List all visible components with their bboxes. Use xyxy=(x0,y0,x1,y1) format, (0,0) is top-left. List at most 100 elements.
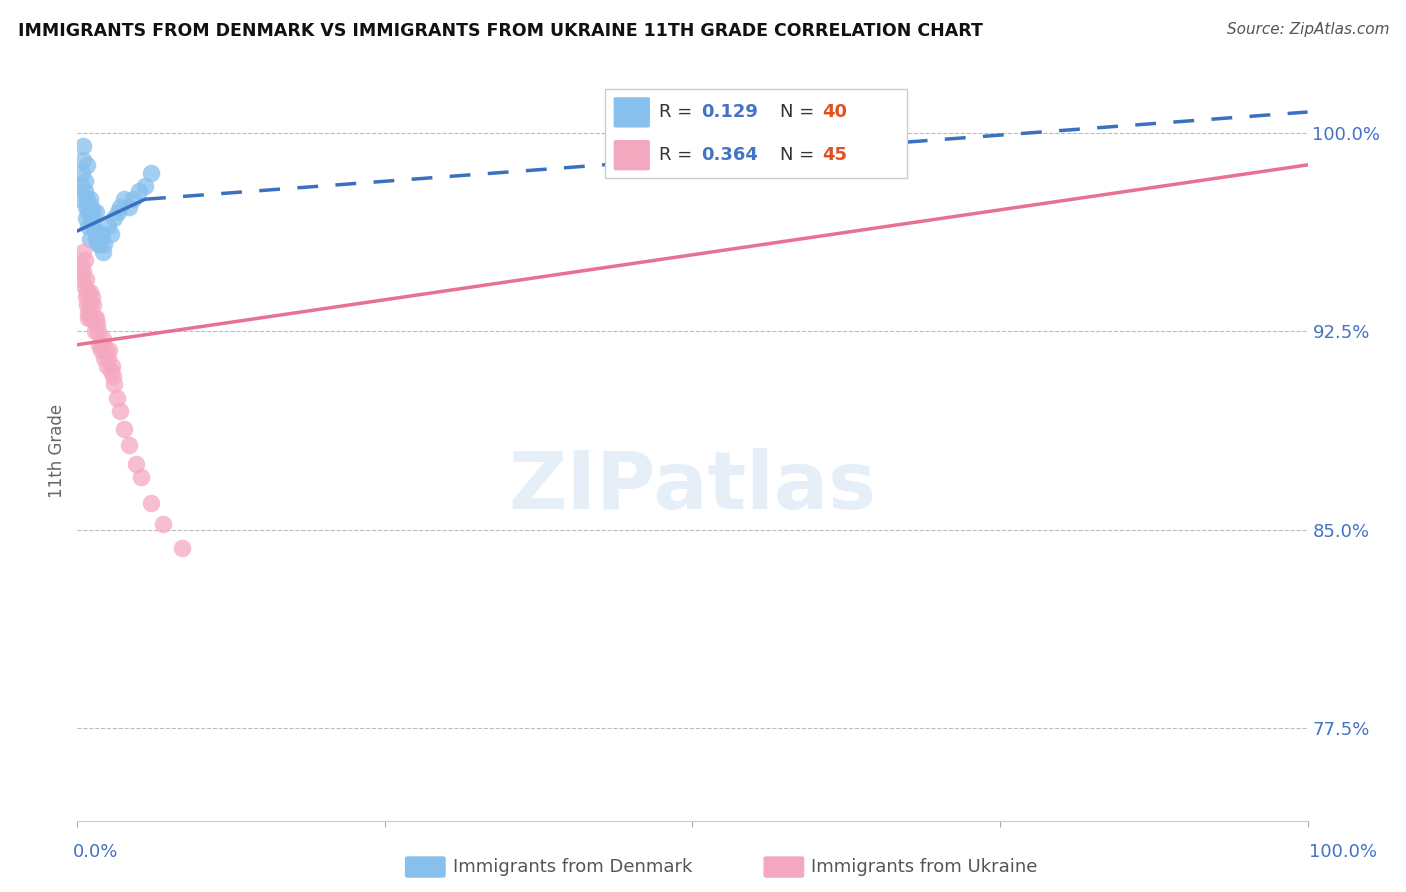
Point xyxy=(84,311,107,326)
Point xyxy=(170,541,193,556)
Point xyxy=(75,211,97,225)
Text: ZIPatlas: ZIPatlas xyxy=(509,449,876,526)
Point xyxy=(83,311,105,326)
Point xyxy=(93,237,115,252)
Point xyxy=(90,337,114,351)
Point xyxy=(77,219,100,233)
Text: 0.129: 0.129 xyxy=(702,103,758,121)
Point xyxy=(141,166,163,180)
Point xyxy=(89,337,111,351)
Point xyxy=(91,333,114,347)
Point xyxy=(87,325,110,339)
Point xyxy=(82,219,104,233)
Point xyxy=(83,325,105,339)
Point xyxy=(89,237,111,252)
Point xyxy=(100,364,122,378)
Point xyxy=(73,279,96,293)
Point xyxy=(76,158,98,172)
Point xyxy=(79,232,101,246)
Point xyxy=(97,351,120,365)
Text: 100.0%: 100.0% xyxy=(1309,843,1376,861)
Point xyxy=(82,211,104,225)
Point xyxy=(73,253,96,268)
Point xyxy=(125,457,148,471)
Text: N =: N = xyxy=(780,146,820,164)
Point xyxy=(103,211,125,225)
Point xyxy=(86,317,108,331)
Point xyxy=(70,271,93,285)
Point xyxy=(107,205,129,219)
Point xyxy=(90,343,112,357)
Point xyxy=(121,192,143,206)
FancyBboxPatch shape xyxy=(613,140,650,170)
Text: 0.364: 0.364 xyxy=(702,146,758,164)
Point xyxy=(101,369,124,384)
Point xyxy=(77,311,100,326)
Point xyxy=(72,263,94,277)
Point xyxy=(90,232,112,246)
Point xyxy=(82,290,104,304)
Point xyxy=(79,298,101,312)
Point xyxy=(118,200,141,214)
Point xyxy=(112,422,135,436)
Point xyxy=(70,179,93,194)
Point xyxy=(70,192,93,206)
Point xyxy=(105,391,128,405)
Point xyxy=(73,185,96,199)
Point xyxy=(77,205,100,219)
Text: 45: 45 xyxy=(823,146,848,164)
Point xyxy=(90,227,114,241)
Point xyxy=(84,205,107,219)
Point xyxy=(72,153,94,167)
Point xyxy=(100,227,122,241)
Text: R =: R = xyxy=(659,103,697,121)
Y-axis label: 11th Grade: 11th Grade xyxy=(48,403,66,498)
Point xyxy=(75,271,97,285)
Point xyxy=(110,200,132,214)
Point xyxy=(141,496,163,510)
Point xyxy=(72,139,94,153)
Text: Immigrants from Denmark: Immigrants from Denmark xyxy=(453,858,692,876)
Point xyxy=(97,219,120,233)
Point xyxy=(72,245,94,260)
Point xyxy=(76,298,98,312)
Point xyxy=(76,285,98,299)
Point xyxy=(79,192,101,206)
Point xyxy=(103,377,125,392)
Point xyxy=(118,438,141,452)
Point xyxy=(73,174,96,188)
Text: 0.0%: 0.0% xyxy=(73,843,118,861)
Point xyxy=(101,359,124,373)
Point xyxy=(830,126,852,140)
Point xyxy=(87,237,110,252)
Point xyxy=(96,359,118,373)
Point xyxy=(129,470,153,484)
Point xyxy=(82,205,104,219)
Text: Immigrants from Ukraine: Immigrants from Ukraine xyxy=(811,858,1038,876)
Point xyxy=(82,298,104,312)
Text: R =: R = xyxy=(659,146,697,164)
Point xyxy=(70,166,93,180)
FancyBboxPatch shape xyxy=(613,97,650,128)
Point xyxy=(94,343,117,357)
Point xyxy=(91,245,114,260)
Point xyxy=(112,192,135,206)
Point xyxy=(79,285,101,299)
Text: Source: ZipAtlas.com: Source: ZipAtlas.com xyxy=(1226,22,1389,37)
Text: IMMIGRANTS FROM DENMARK VS IMMIGRANTS FROM UKRAINE 11TH GRADE CORRELATION CHART: IMMIGRANTS FROM DENMARK VS IMMIGRANTS FR… xyxy=(18,22,983,40)
Text: 40: 40 xyxy=(823,103,848,121)
Point xyxy=(93,351,115,365)
Text: N =: N = xyxy=(780,103,820,121)
Point xyxy=(75,200,97,214)
Point xyxy=(80,311,103,326)
Point xyxy=(77,306,100,320)
Point xyxy=(152,517,174,532)
Point xyxy=(80,200,103,214)
Point xyxy=(98,343,121,357)
Point xyxy=(134,179,156,194)
Point xyxy=(70,259,93,273)
Point xyxy=(75,290,97,304)
Point xyxy=(84,232,107,246)
FancyBboxPatch shape xyxy=(605,89,907,178)
Point xyxy=(83,224,105,238)
